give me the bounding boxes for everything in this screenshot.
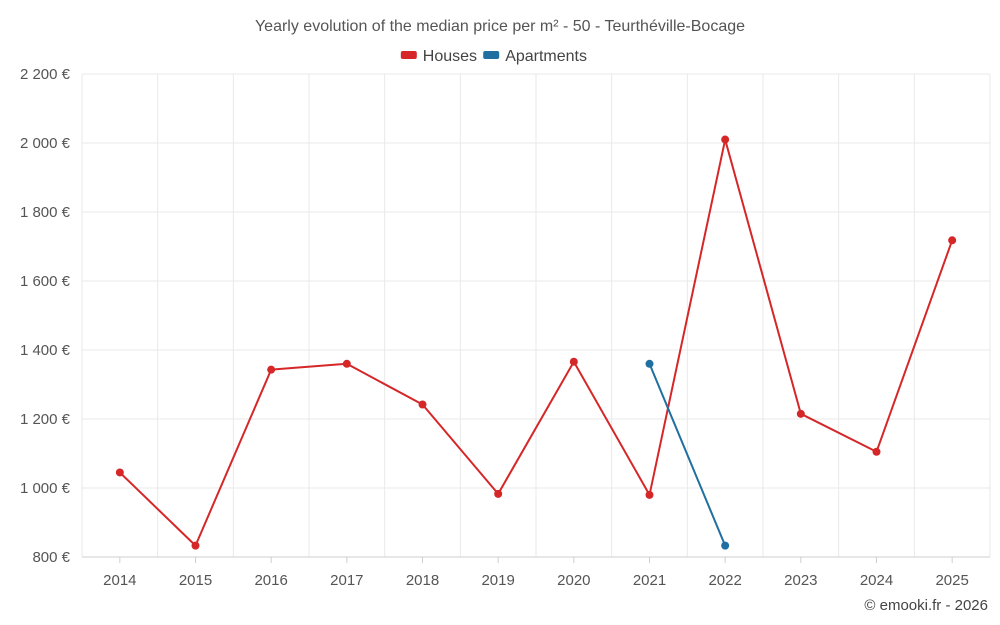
houses-point-2017	[342, 359, 351, 368]
x-tick-label: 2025	[935, 572, 968, 589]
houses-point-2019	[494, 489, 503, 498]
y-axis: 800 € 1 000 € 1 200 € 1 400 € 1 600 € 1 800 €…	[20, 66, 71, 566]
houses-point-2022	[721, 135, 730, 144]
x-tick-label: 2019	[481, 572, 514, 589]
x-tick-label: 2016	[254, 572, 287, 589]
x-tick-label: 2021	[633, 572, 666, 589]
houses-point-2018	[418, 400, 427, 409]
houses-point-2020	[569, 357, 578, 366]
legend: Houses Apartments	[400, 48, 587, 65]
legend-label-apartments: Apartments	[505, 48, 587, 65]
apartments-point-2021	[645, 359, 654, 368]
y-tick-label: 1 000 €	[20, 480, 71, 497]
y-tick-label: 1 400 €	[20, 342, 71, 359]
x-tick-label: 2015	[179, 572, 212, 589]
x-tick-label: 2017	[330, 572, 363, 589]
apartments-point-2022	[721, 541, 730, 550]
houses-point-2023	[796, 409, 805, 418]
legend-label-houses: Houses	[423, 48, 477, 65]
x-axis: 2014 2015 2016 2017 2018 2019 2020 2021 2022 2023…	[82, 556, 990, 589]
apartments-series-line	[648, 363, 727, 546]
houses-point-2025	[948, 236, 957, 245]
x-tick-label: 2018	[406, 572, 439, 589]
houses-series-line	[119, 138, 954, 547]
houses-point-2021	[645, 490, 654, 499]
y-tick-label: 1 800 €	[20, 204, 71, 221]
y-tick-label: 1 200 €	[20, 411, 71, 428]
y-tick-label: 2 200 €	[20, 66, 71, 83]
series-group	[115, 135, 957, 550]
legend-swatch-apartments	[483, 51, 500, 59]
x-tick-label: 2023	[784, 572, 817, 589]
chart-title: Yearly evolution of the median price per…	[255, 18, 745, 35]
houses-point-2015	[191, 541, 200, 550]
x-tick-label: 2014	[103, 572, 136, 589]
houses-point-2024	[872, 447, 881, 456]
y-tick-label: 1 600 €	[20, 273, 71, 290]
x-tick-label: 2022	[708, 572, 741, 589]
legend-swatch-houses	[400, 51, 417, 59]
grid-lines	[81, 73, 991, 557]
houses-point-2016	[267, 365, 276, 374]
x-tick-label: 2024	[860, 572, 893, 589]
x-tick-label: 2020	[557, 572, 590, 589]
y-tick-label: 2 000 €	[20, 135, 71, 152]
y-tick-label: 800 €	[32, 549, 70, 566]
houses-point-2014	[115, 468, 124, 477]
credit-text: © emooki.fr - 2026	[864, 597, 988, 614]
